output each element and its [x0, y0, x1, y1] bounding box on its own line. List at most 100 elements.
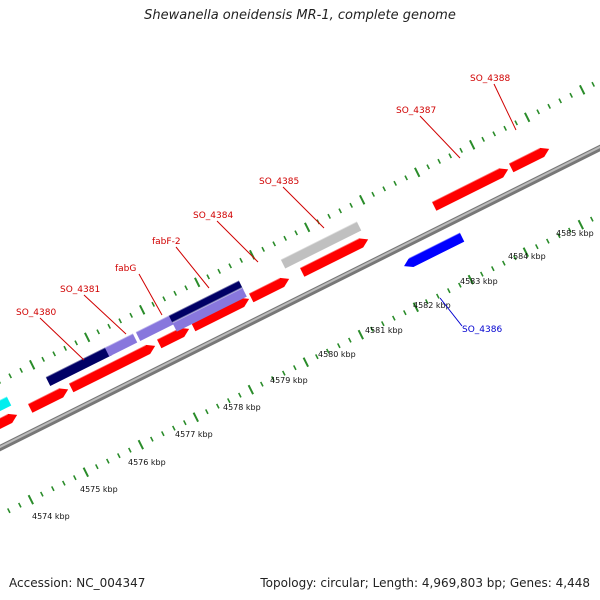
kbp-label: 4577 kbp — [175, 430, 213, 439]
gene-leader-line — [83, 294, 127, 335]
backbone-highlight — [0, 145, 600, 449]
lavender-feature-box-highlight — [104, 332, 134, 349]
tick-mark — [577, 219, 584, 230]
tick-mark — [41, 356, 46, 362]
lavender-feature-box-highlight — [172, 287, 243, 324]
tick-mark — [545, 238, 550, 244]
gene-label-so_4388: SO_4388 — [470, 74, 510, 84]
tick-mark — [503, 125, 508, 131]
tick-mark — [204, 409, 209, 415]
tick-mark — [304, 222, 311, 233]
tick-mark — [558, 98, 563, 104]
tick-mark — [247, 384, 254, 395]
reverse-cds-arrow-highlight — [401, 231, 461, 263]
tick-mark — [82, 467, 89, 478]
gene-leader-line — [419, 115, 461, 159]
tick-mark — [579, 84, 586, 95]
forward-cds-arrow-highlight — [508, 147, 541, 165]
tick-mark — [402, 310, 407, 316]
tick-mark — [39, 491, 44, 497]
lavender-feature-box — [104, 333, 138, 357]
gene-label-fabf-2: fabF-2 — [152, 237, 181, 247]
tick-mark — [426, 164, 431, 170]
tick-mark — [412, 302, 419, 313]
gene-label-fabg: fabG — [115, 264, 136, 274]
tick-mark — [272, 241, 277, 247]
tick-mark — [84, 332, 91, 343]
tick-mark — [481, 136, 486, 142]
tick-mark — [437, 158, 442, 164]
tick-mark — [569, 92, 574, 98]
tick-mark — [184, 285, 189, 291]
kbp-label: 4582 kbp — [413, 301, 451, 310]
forward-cds-arrow-highlight — [431, 167, 500, 203]
tick-mark — [336, 343, 341, 349]
tick-mark — [479, 271, 484, 277]
genome-summary-label: Topology: circular; Length: 4,969,803 bp… — [260, 576, 590, 590]
forward-cds-arrow — [299, 238, 369, 277]
tick-mark — [259, 381, 264, 387]
tick-mark — [139, 304, 146, 315]
tick-mark — [116, 453, 121, 459]
kbp-label: 4578 kbp — [223, 403, 261, 412]
forward-cds-arrow-highlight — [248, 277, 281, 295]
kbp-label: 4585 kbp — [556, 229, 594, 238]
inner-tick-track — [6, 216, 594, 514]
tick-mark — [162, 296, 167, 302]
tick-mark — [206, 274, 211, 280]
tick-mark — [338, 208, 343, 214]
tick-mark — [404, 175, 409, 181]
tick-mark — [192, 412, 199, 423]
gene-leader-line — [138, 273, 163, 316]
forward-cds-arrow-highlight — [0, 413, 9, 419]
forward-cds-arrow — [156, 327, 190, 349]
tick-mark — [393, 180, 398, 186]
tick-mark — [534, 244, 539, 250]
tick-mark — [118, 318, 123, 324]
tick-mark — [61, 480, 66, 486]
tick-mark — [501, 260, 506, 266]
tick-mark — [524, 112, 531, 123]
tick-mark — [129, 312, 134, 318]
tick-mark — [52, 351, 57, 357]
tick-mark — [160, 431, 165, 437]
tick-mark — [228, 263, 233, 269]
tick-mark — [27, 494, 34, 505]
forward-cds-arrow — [0, 413, 18, 429]
tick-mark — [226, 398, 231, 404]
tick-mark — [492, 131, 497, 137]
kbp-label: 4584 kbp — [508, 252, 546, 261]
gene-leader-line — [39, 317, 85, 361]
navy-feature-box-highlight — [168, 279, 240, 317]
tick-mark — [536, 109, 541, 115]
kbp-label: 4574 kbp — [32, 512, 70, 521]
tick-mark — [457, 282, 462, 288]
tick-mark — [173, 290, 178, 296]
forward-cds-arrow — [431, 168, 509, 211]
gene-label-so_4384: SO_4384 — [193, 211, 233, 221]
tick-mark — [556, 233, 561, 239]
tick-mark — [127, 447, 132, 453]
tick-mark — [459, 147, 464, 153]
kbp-label: 4579 kbp — [270, 376, 308, 385]
tick-mark — [292, 365, 297, 371]
forward-cds-arrow-highlight — [299, 237, 360, 269]
gene-label-so_4387: SO_4387 — [396, 106, 436, 116]
grey-feature-box — [280, 221, 362, 269]
kbp-label: 4576 kbp — [128, 458, 166, 467]
map-title: Shewanella oneidensis MR-1, complete gen… — [144, 8, 456, 23]
tick-mark — [382, 186, 387, 192]
tick-mark — [50, 486, 55, 492]
gene-label-so_4381: SO_4381 — [60, 285, 100, 295]
tick-mark — [380, 321, 385, 327]
tick-mark — [522, 247, 529, 258]
tick-mark — [327, 213, 332, 219]
tick-mark — [96, 329, 101, 335]
tick-mark — [74, 340, 79, 346]
gene-label-so_4386: SO_4386 — [462, 325, 502, 335]
tick-mark — [302, 357, 309, 368]
tick-mark — [182, 420, 187, 426]
forward-cds-arrow — [27, 388, 69, 413]
tick-mark — [237, 392, 242, 398]
tick-mark — [294, 230, 299, 236]
